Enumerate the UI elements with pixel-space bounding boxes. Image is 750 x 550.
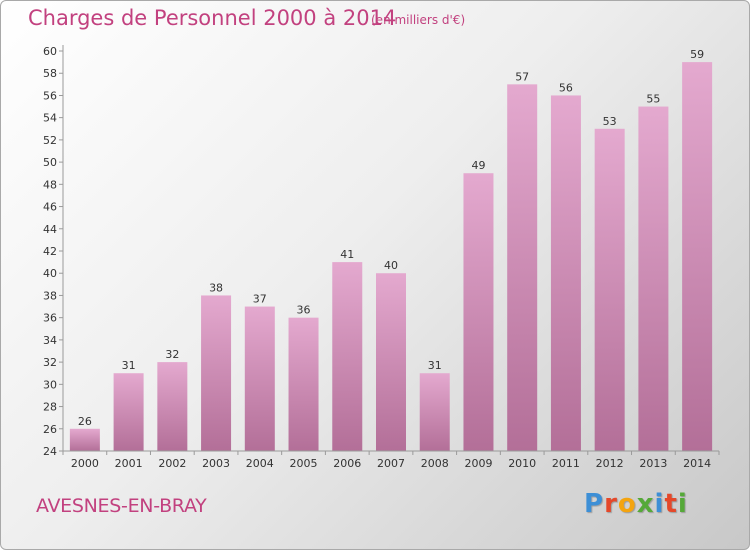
x-tick-label: 2000 — [71, 457, 99, 470]
bar-value-label: 32 — [165, 348, 179, 361]
bar-value-label: 41 — [340, 248, 354, 261]
bar-value-label: 53 — [603, 115, 617, 128]
x-tick-label: 2001 — [115, 457, 143, 470]
x-tick-label: 2014 — [683, 457, 711, 470]
bar-value-label: 38 — [209, 281, 223, 294]
bar[interactable] — [244, 306, 275, 451]
bar-value-label: 49 — [471, 159, 485, 172]
x-tick-label: 2012 — [596, 457, 624, 470]
bar-value-label: 55 — [646, 93, 660, 106]
bar-value-label: 57 — [515, 70, 529, 83]
bar[interactable] — [550, 95, 581, 451]
bar[interactable] — [594, 128, 625, 451]
x-tick-label: 2006 — [333, 457, 361, 470]
y-tick-label: 28 — [43, 401, 57, 414]
x-axis: 2000 2001 2002 2003 2004 2005 2006 2007 2008 2009… — [62, 450, 720, 470]
bar[interactable] — [157, 362, 188, 451]
chart-subtitle: (en milliers d'€) — [371, 13, 466, 27]
bar-value-label: 31 — [428, 359, 442, 372]
y-tick-label: 32 — [43, 356, 57, 369]
y-tick-label: 34 — [43, 334, 57, 347]
x-tick-label: 2002 — [158, 457, 186, 470]
y-tick-label: 54 — [43, 112, 57, 125]
y-tick-label: 38 — [43, 289, 57, 302]
x-tick-label: 2004 — [246, 457, 274, 470]
bar-value-label: 37 — [253, 293, 267, 306]
bar-value-label: 36 — [297, 304, 311, 317]
chart-title: Charges de Personnel 2000 à 2014 — [28, 6, 397, 30]
y-tick-label: 42 — [43, 245, 57, 258]
x-tick-label: 2003 — [202, 457, 230, 470]
bar[interactable] — [463, 173, 494, 451]
bar-value-label: 31 — [122, 359, 136, 372]
location-label: AVESNES-EN-BRAY — [36, 495, 207, 517]
bar-value-label: 26 — [78, 415, 92, 428]
x-tick-label: 2007 — [377, 457, 405, 470]
bar[interactable] — [201, 295, 232, 451]
x-tick-label: 2009 — [464, 457, 492, 470]
bar-value-label: 40 — [384, 259, 398, 272]
y-tick-label: 24 — [43, 445, 57, 458]
x-tick-label: 2011 — [552, 457, 580, 470]
y-tick-label: 60 — [43, 45, 57, 58]
logo-letter: i — [654, 489, 665, 519]
y-tick-label: 26 — [43, 423, 57, 436]
bar[interactable] — [419, 373, 450, 451]
bar-value-label: 59 — [690, 48, 704, 61]
x-tick-label: 2010 — [508, 457, 536, 470]
bar[interactable] — [113, 373, 144, 451]
logo-letter: P — [584, 489, 605, 519]
y-tick-label: 52 — [43, 134, 57, 147]
logo-letter: i — [677, 489, 688, 519]
bar-value-label: 56 — [559, 81, 573, 94]
bars: 26 31 32 38 37 36 41 40 31 49 57 56 53 55 59 — [69, 48, 713, 452]
bar[interactable] — [332, 262, 363, 451]
bar[interactable] — [376, 273, 406, 451]
y-tick-label: 30 — [43, 378, 57, 391]
bar[interactable] — [638, 106, 669, 452]
bar[interactable] — [507, 84, 538, 451]
y-tick-label: 58 — [43, 67, 57, 80]
x-tick-label: 2013 — [639, 457, 667, 470]
bar[interactable] — [682, 62, 713, 451]
logo-letter: t — [664, 489, 678, 519]
y-tick-label: 40 — [43, 267, 57, 280]
bar[interactable] — [69, 428, 100, 451]
logo-letter: o — [617, 489, 637, 519]
y-tick-label: 36 — [43, 312, 57, 325]
x-tick-label: 2005 — [290, 457, 318, 470]
logo-letter: r — [604, 489, 618, 519]
bar[interactable] — [288, 317, 319, 451]
y-axis: 24 26 28 30 32 34 36 38 40 42 44 46 48 50 52 54 56 58 60 — [43, 45, 64, 458]
proxiti-logo[interactable]: Proxiti — [584, 489, 688, 519]
x-tick-label: 2008 — [421, 457, 449, 470]
y-tick-label: 48 — [43, 178, 57, 191]
y-tick-label: 44 — [43, 223, 57, 236]
y-tick-label: 46 — [43, 201, 57, 214]
y-tick-label: 56 — [43, 89, 57, 102]
y-tick-label: 50 — [43, 156, 57, 169]
logo-letter: x — [636, 489, 655, 519]
